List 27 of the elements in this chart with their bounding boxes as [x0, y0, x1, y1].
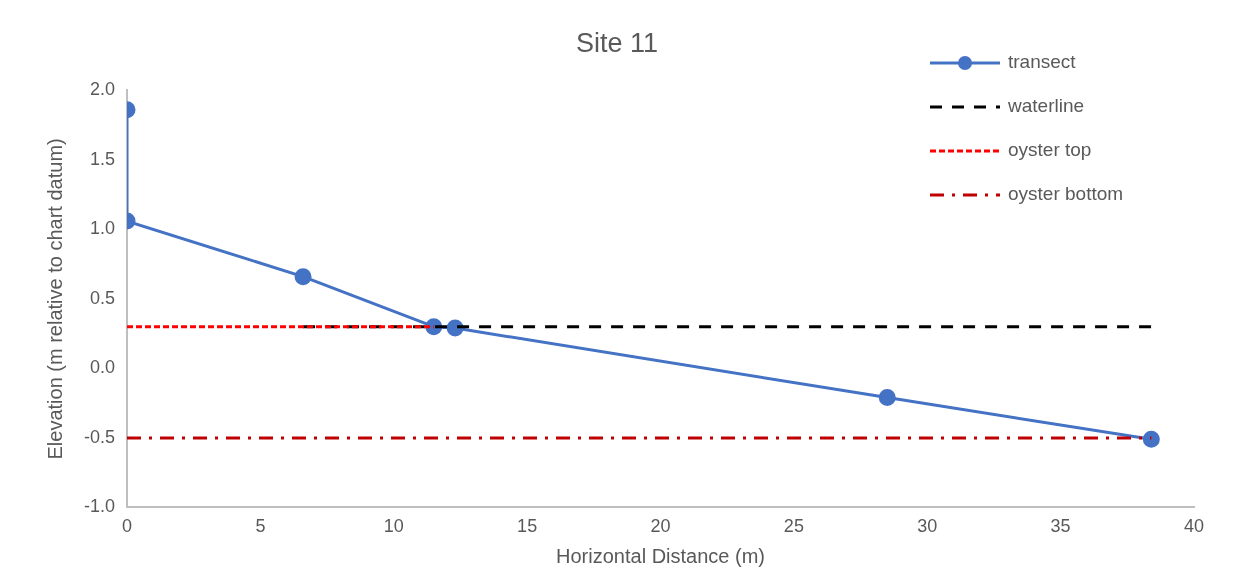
- point: [1142, 430, 1160, 448]
- y-tick-label: 1.5: [89, 148, 116, 169]
- legend-label: transect: [1008, 51, 1077, 73]
- x-tick-label: 5: [255, 516, 266, 537]
- point: [446, 319, 464, 337]
- y-tick-label: 2.0: [89, 79, 116, 100]
- x-tick-label: 10: [383, 516, 404, 537]
- x-tick-label: 30: [917, 516, 938, 537]
- point: [878, 389, 896, 407]
- y-tick-label: 1.0: [89, 218, 116, 239]
- x-tick-label: 35: [1050, 516, 1071, 537]
- y-tick-label: -0.5: [83, 426, 116, 447]
- y-axis-title: Elevation (m relative to chart datum): [43, 138, 66, 460]
- y-tick-label: 0.5: [89, 287, 116, 308]
- legend-label: oyster top: [1008, 139, 1092, 161]
- x-tick-label: 15: [517, 516, 538, 537]
- point: [294, 268, 312, 286]
- legend-label: waterline: [1007, 95, 1085, 117]
- chart-title: Site 11: [575, 27, 659, 58]
- x-tick-label: 40: [1183, 516, 1205, 537]
- y-tick-label: 0.0: [89, 357, 116, 378]
- x-tick-label: 20: [650, 516, 671, 537]
- x-axis-title: Horizontal Distance (m): [556, 544, 765, 567]
- y-tick-label: -1.0: [83, 496, 116, 517]
- x-tick-label: 25: [783, 516, 804, 537]
- legend-label: oyster bottom: [1008, 183, 1124, 205]
- x-tick-label: 0: [122, 516, 133, 537]
